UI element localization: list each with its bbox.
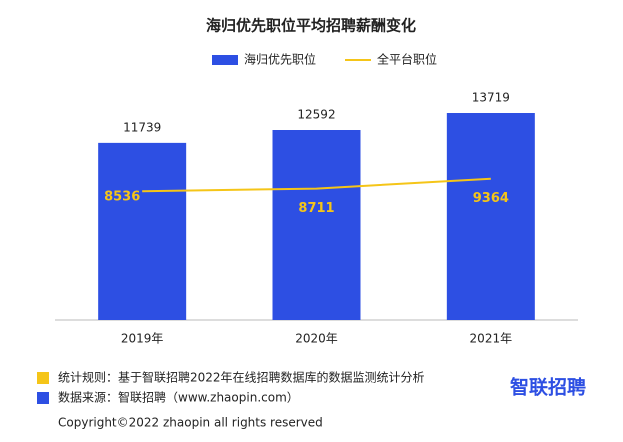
logo: 智联招聘 <box>510 376 586 399</box>
x-tick-label: 2019年 <box>121 332 164 346</box>
value-label: 8711 <box>298 201 334 216</box>
value-label: 13719 <box>472 91 510 105</box>
x-tick-label: 2021年 <box>470 332 513 346</box>
note: 数据来源：智联招聘（www.zhaopin.com） <box>58 390 299 405</box>
legend-label: 海归优先职位 <box>244 52 316 67</box>
line <box>142 177 491 193</box>
note-icon <box>37 392 49 404</box>
value-label: 12592 <box>297 108 335 122</box>
value-label: 9364 <box>473 191 509 206</box>
value-label: 8536 <box>104 190 140 205</box>
bar <box>272 130 361 320</box>
chart-title: 海归优先职位平均招聘薪酬变化 <box>206 17 416 35</box>
legend-label: 全平台职位 <box>377 52 437 67</box>
value-label: 11739 <box>123 120 161 134</box>
x-tick-label: 2020年 <box>295 332 338 346</box>
legend-swatch <box>212 55 238 65</box>
copyright: Copyright©2022 zhaopin all rights reserv… <box>58 416 323 430</box>
note-icon <box>37 372 49 384</box>
note: 统计规则：基于智联招聘2022年在线招聘数据库的数据监测统计分析 <box>58 370 425 385</box>
bar <box>446 113 535 320</box>
bar <box>98 142 187 320</box>
